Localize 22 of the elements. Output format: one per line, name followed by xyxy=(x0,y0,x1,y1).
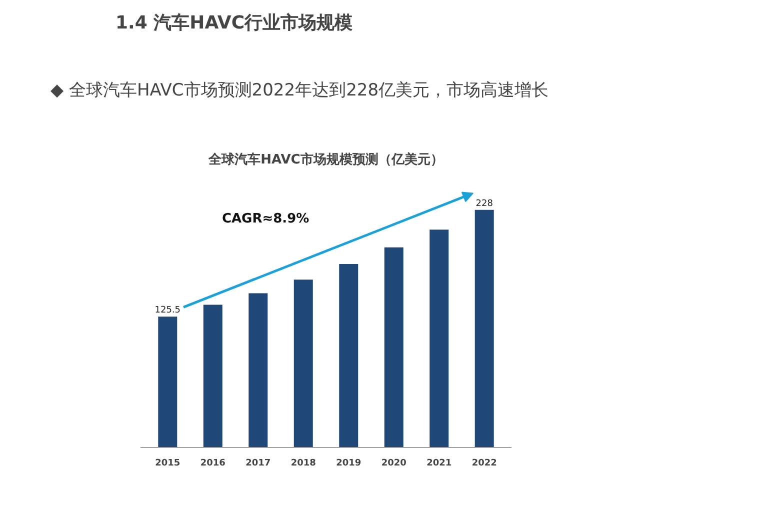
data-label: 125.5 xyxy=(154,306,181,316)
x-tick-label: 2015 xyxy=(155,458,180,468)
x-tick-label: 2022 xyxy=(472,458,497,468)
x-tick-label: 2018 xyxy=(290,458,316,468)
bar xyxy=(248,293,268,448)
bar xyxy=(339,264,358,448)
x-tick-label: 2021 xyxy=(426,458,452,468)
data-label: 228 xyxy=(476,198,494,209)
bar xyxy=(294,280,313,448)
chart-subtitle: ◆ 全球汽车HAVC市场预测2022年达到228亿美元，市场高速增长 xyxy=(50,80,549,100)
x-tick-label: 2017 xyxy=(246,458,271,468)
bar xyxy=(158,316,178,448)
x-axis-title: 全球汽车HAVC市场规模预测（亿美元） xyxy=(208,152,444,168)
annotation: CAGR≈8.9% xyxy=(222,211,310,226)
bar xyxy=(474,210,494,448)
x-tick-label: 2019 xyxy=(336,458,362,468)
x-tick-label: 2016 xyxy=(200,458,226,468)
x-tick-label: 2020 xyxy=(381,458,406,468)
bar xyxy=(430,230,449,448)
bar xyxy=(384,247,404,448)
bar xyxy=(203,304,222,448)
chart-title: 1.4 汽车HAVC行业市场规模 xyxy=(116,12,353,34)
